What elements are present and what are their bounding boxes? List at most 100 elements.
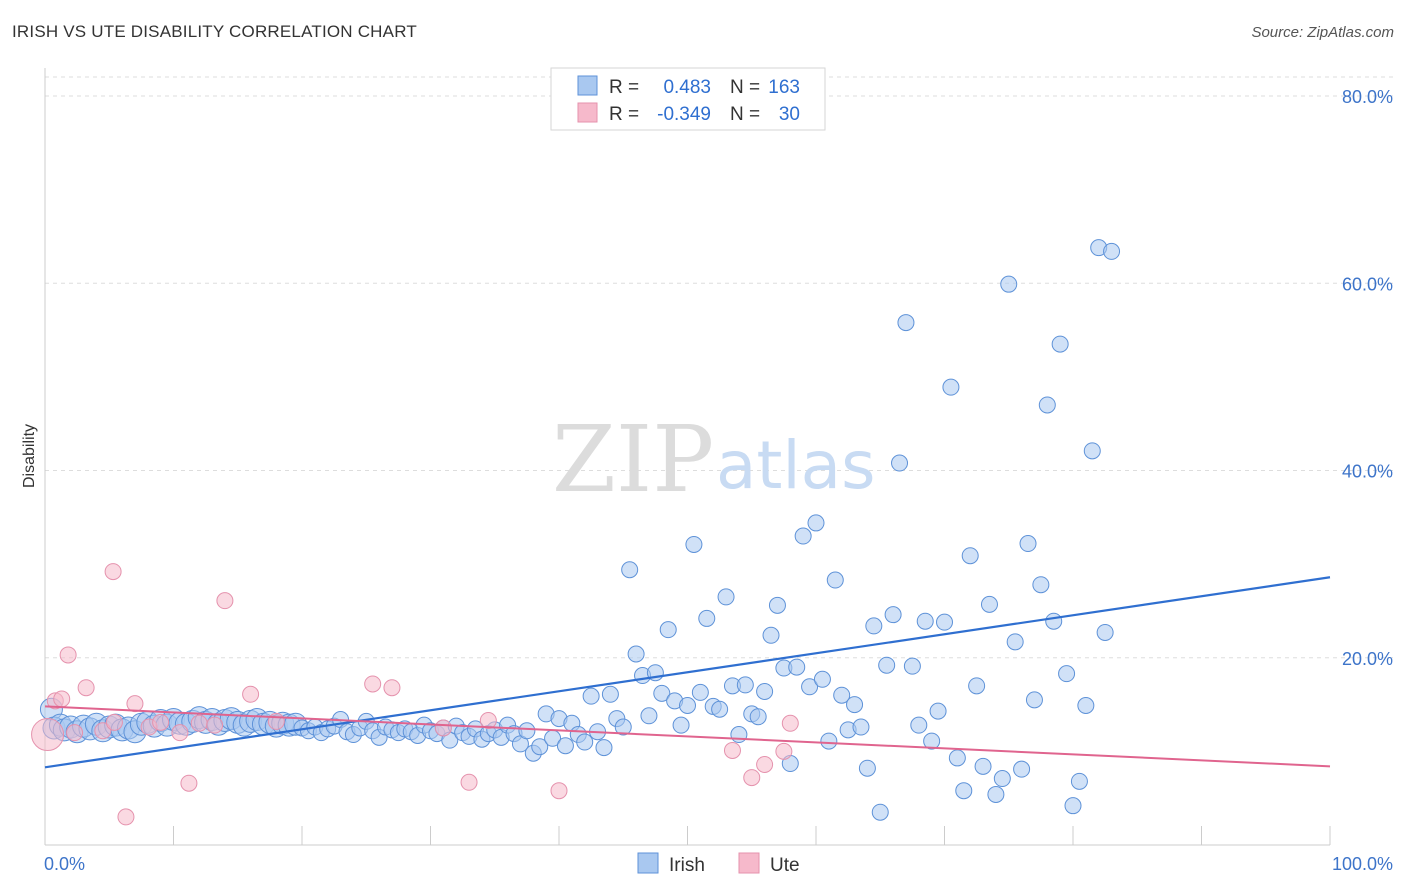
ute-point <box>364 675 382 693</box>
irish-point <box>968 677 986 695</box>
x-tick-label-max: 100.0% <box>1332 854 1393 874</box>
irish-point <box>993 770 1011 788</box>
legend-r-value-ute: -0.349 <box>657 104 711 125</box>
irish-point <box>948 749 966 767</box>
irish-point <box>730 726 748 744</box>
grid-lines <box>45 76 1395 659</box>
legend-r-label-irish: R = <box>609 77 639 98</box>
irish-point <box>1038 396 1056 414</box>
chart-source: Source: ZipAtlas.com <box>1251 24 1394 41</box>
irish-point <box>974 757 992 775</box>
irish-point <box>910 716 928 734</box>
ute-point <box>104 563 122 581</box>
irish-point <box>1070 772 1088 790</box>
ute-point <box>743 769 761 787</box>
irish-point <box>955 782 973 800</box>
irish-point <box>903 657 921 675</box>
ute-point <box>126 695 144 713</box>
irish-point <box>672 716 690 734</box>
irish-point <box>833 686 851 704</box>
irish-point <box>1058 665 1076 683</box>
irish-point <box>518 722 536 740</box>
chart-title: IRISH VS UTE DISABILITY CORRELATION CHAR… <box>12 22 417 41</box>
ute-points <box>31 563 799 826</box>
irish-points <box>39 239 1121 821</box>
irish-point <box>531 738 549 756</box>
ute-point <box>105 713 123 731</box>
ute-point <box>59 646 77 664</box>
x-tick-label-min: 0.0% <box>44 854 85 874</box>
legend-n-value-irish: 163 <box>768 77 800 98</box>
watermark: ZIP atlas <box>552 406 876 513</box>
irish-point <box>711 700 729 718</box>
irish-point <box>640 707 658 725</box>
irish-point <box>582 687 600 705</box>
irish-point <box>813 670 831 688</box>
ute-point <box>66 724 84 742</box>
ute-point <box>216 592 234 610</box>
irish-point <box>884 606 902 624</box>
ute-point <box>781 714 799 732</box>
y-axis-label: Disability <box>21 424 38 488</box>
ute-point <box>53 690 71 708</box>
irish-point <box>1019 535 1037 553</box>
irish-point <box>749 708 767 726</box>
irish-point <box>794 527 812 545</box>
ute-point <box>460 773 478 791</box>
irish-point <box>1006 633 1024 651</box>
irish-point <box>691 683 709 701</box>
irish-point <box>980 595 998 613</box>
ute-point <box>180 774 198 792</box>
irish-point <box>826 571 844 589</box>
irish-point <box>846 696 864 714</box>
irish-point <box>929 702 947 720</box>
legend-n-label-irish: N = <box>730 77 760 98</box>
irish-point <box>891 454 909 472</box>
irish-point <box>923 732 941 750</box>
ute-point <box>117 808 135 826</box>
ute-point <box>77 679 95 697</box>
irish-point <box>865 617 883 635</box>
irish-point <box>756 682 774 700</box>
ute-point <box>775 742 793 760</box>
irish-point <box>1032 576 1050 594</box>
y-tick-label: 80.0% <box>1342 87 1393 107</box>
irish-point <box>621 561 639 579</box>
irish-point <box>820 732 838 750</box>
y-tick-label: 40.0% <box>1342 462 1393 482</box>
irish-point <box>659 621 677 639</box>
irish-point <box>871 803 889 821</box>
irish-point <box>1096 623 1114 641</box>
irish-point <box>1103 242 1121 260</box>
ute-point <box>152 713 170 731</box>
irish-point <box>936 613 953 631</box>
trend-lines <box>44 576 1331 769</box>
irish-point <box>1013 760 1031 778</box>
ute-point <box>383 679 401 697</box>
irish-point <box>801 678 819 696</box>
irish-point <box>788 658 806 676</box>
ute-point <box>479 711 497 729</box>
ute-point <box>756 755 774 773</box>
ute-point <box>723 741 741 759</box>
irish-point <box>1064 797 1082 815</box>
irish-point <box>807 514 825 532</box>
ute-point <box>242 685 260 703</box>
irish-point <box>1051 335 1069 353</box>
irish-point <box>916 612 934 630</box>
irish-point <box>653 684 671 702</box>
irish-point <box>1000 275 1018 293</box>
bottom-legend-label-irish: Irish <box>669 855 705 876</box>
ute-point <box>550 782 568 800</box>
bottom-legend-swatch-ute <box>738 852 760 874</box>
bottom-legend-swatch-irish <box>637 852 659 874</box>
irish-point <box>595 739 613 757</box>
irish-point <box>698 609 716 627</box>
series-legend: Irish Ute <box>637 852 800 876</box>
irish-point <box>762 626 780 644</box>
irish-point <box>601 685 619 703</box>
ute-point <box>94 722 112 740</box>
legend-n-label-ute: N = <box>730 104 760 125</box>
irish-point <box>987 785 1005 803</box>
